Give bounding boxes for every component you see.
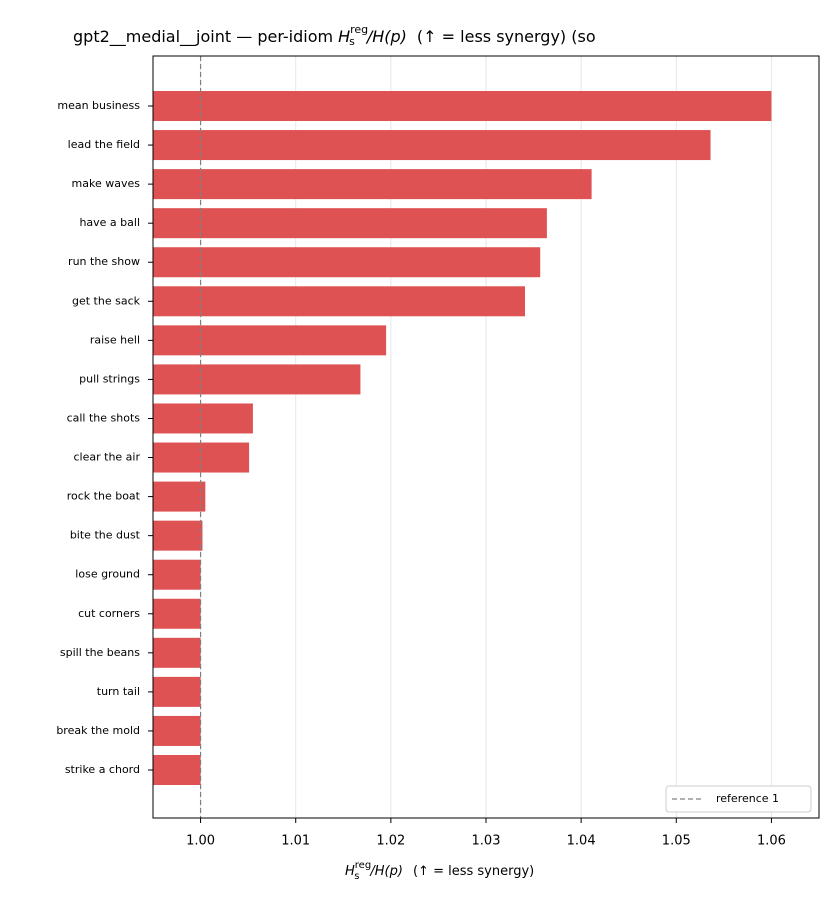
bar (153, 598, 201, 629)
x-tick-label: 1.05 (662, 834, 691, 849)
x-tick-label: 1.04 (567, 834, 596, 849)
x-tick-label: 1.06 (757, 834, 786, 849)
bar (153, 208, 547, 239)
xlabel-sup: reg (355, 860, 371, 871)
bars (153, 91, 772, 785)
title-sub: s (349, 35, 355, 48)
title-sup: reg (350, 23, 368, 36)
chart-title: gpt2__medial__joint — per-idiom Hreg s/H(p… (73, 23, 596, 48)
y-tick-label: raise hell (90, 333, 140, 346)
xlabel-sub: s (354, 871, 359, 882)
title-suffix: (↑ = less synergy) (so (417, 27, 596, 46)
legend-box (665, 785, 812, 813)
x-tick-label: 1.00 (186, 834, 215, 849)
y-tick-label: call the shots (67, 411, 141, 424)
bar (153, 637, 201, 668)
xlabel-symbol: H (345, 864, 355, 879)
y-tick-label: lose ground (75, 568, 140, 581)
bar (153, 286, 526, 317)
bar (153, 755, 201, 785)
x-axis-label: Hreg s/H(p) (↑ = less synergy) (345, 860, 534, 882)
y-tick-label: pull strings (79, 372, 140, 385)
y-tick-label: clear the air (74, 451, 141, 464)
y-tick-label: lead the field (68, 138, 140, 151)
bar (153, 403, 253, 434)
y-tick-label: run the show (68, 255, 140, 268)
y-tick-label: turn tail (97, 685, 140, 698)
x-tick-label: 1.01 (281, 834, 310, 849)
bar (153, 325, 387, 356)
y-tick-label: make waves (72, 177, 141, 190)
xlabel-divisor: /H(p) (369, 864, 403, 879)
bar (153, 247, 541, 278)
bar (153, 130, 711, 161)
legend-label: reference 1 (716, 792, 779, 805)
bar (153, 169, 592, 200)
bar (153, 715, 201, 746)
y-tick-label: rock the boat (67, 490, 141, 503)
y-tick-label: strike a chord (65, 763, 140, 776)
bar (153, 520, 203, 551)
y-tick-label: get the sack (72, 294, 141, 307)
y-tick-label: spill the beans (60, 646, 140, 659)
y-tick-label: cut corners (78, 607, 140, 620)
bar (153, 91, 772, 121)
bar (153, 676, 201, 707)
bar (153, 481, 206, 512)
title-symbol: H (338, 27, 350, 46)
x-tick-label: 1.02 (376, 834, 405, 849)
x-tick-label: 1.03 (472, 834, 501, 849)
title-divisor: /H(p) (365, 27, 407, 46)
bar (153, 559, 201, 590)
title-text: gpt2__medial__joint — per-idiom (73, 27, 333, 47)
y-tick-label: have a ball (79, 216, 140, 229)
bar (153, 364, 361, 395)
y-tick-label: break the mold (56, 724, 140, 737)
xlabel-suffix: (↑ = less synergy) (413, 864, 534, 879)
plot-frame (152, 55, 820, 819)
y-tick-label: mean business (57, 99, 140, 112)
y-tick-label: bite the dust (70, 529, 141, 542)
